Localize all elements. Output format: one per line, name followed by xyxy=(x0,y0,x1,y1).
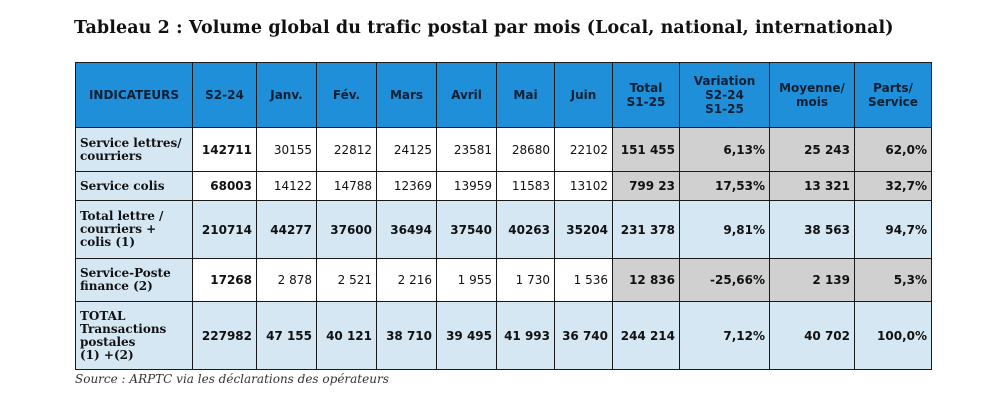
cell-janv: 2 878 xyxy=(256,258,317,302)
cell-total-s1-25: 12 836 xyxy=(612,258,680,302)
cell-variation: 9,81% xyxy=(679,200,770,259)
cell-avril: 39 495 xyxy=(436,301,497,370)
cell-parts: 32,7% xyxy=(854,171,932,201)
cell-total-s1-25: 799 23 xyxy=(612,171,680,201)
cell-s2-24: 68003 xyxy=(192,171,257,201)
cell-moyenne: 2 139 xyxy=(769,258,855,302)
cell-avril: 37540 xyxy=(436,200,497,259)
cell-variation: 17,53% xyxy=(679,171,770,201)
cell-juin: 13102 xyxy=(554,171,613,201)
cell-s2-24: 142711 xyxy=(192,127,257,172)
cell-mars: 36494 xyxy=(376,200,437,259)
row-total-lettre-colis: Total lettre / courriers + colis (1) 210… xyxy=(75,200,932,259)
cell-parts: 5,3% xyxy=(854,258,932,302)
table-title: Tableau 2 : Volume global du trafic post… xyxy=(74,18,894,38)
cell-fev: 2 521 xyxy=(316,258,377,302)
cell-total-s1-25: 244 214 xyxy=(612,301,680,370)
row-label: Service colis xyxy=(75,171,193,201)
cell-janv: 14122 xyxy=(256,171,317,201)
header-variation: Variation S2-24 S1-25 xyxy=(679,62,770,128)
cell-mai: 28680 xyxy=(496,127,555,172)
cell-mars: 12369 xyxy=(376,171,437,201)
cell-s2-24: 17268 xyxy=(192,258,257,302)
header-mai: Mai xyxy=(496,62,555,128)
header-parts-service: Parts/ Service xyxy=(854,62,932,128)
cell-mars: 2 216 xyxy=(376,258,437,302)
cell-variation: 7,12% xyxy=(679,301,770,370)
cell-janv: 44277 xyxy=(256,200,317,259)
cell-mai: 40263 xyxy=(496,200,555,259)
cell-fev: 22812 xyxy=(316,127,377,172)
source-note: Source : ARPTC via les déclarations des … xyxy=(75,372,389,386)
cell-moyenne: 25 243 xyxy=(769,127,855,172)
cell-parts: 100,0% xyxy=(854,301,932,370)
cell-mai: 41 993 xyxy=(496,301,555,370)
header-indicateurs: INDICATEURS xyxy=(75,62,193,128)
row-service-poste-finance: Service-Poste finance (2) 17268 2 878 2 … xyxy=(75,258,932,302)
header-s2-24: S2-24 xyxy=(192,62,257,128)
cell-s2-24: 227982 xyxy=(192,301,257,370)
header-total-s1-25: Total S1-25 xyxy=(612,62,680,128)
cell-janv: 47 155 xyxy=(256,301,317,370)
cell-juin: 22102 xyxy=(554,127,613,172)
cell-mars: 38 710 xyxy=(376,301,437,370)
cell-fev: 14788 xyxy=(316,171,377,201)
postal-traffic-table: INDICATEURS S2-24 Janv. Fév. Mars Avril … xyxy=(75,62,932,370)
cell-parts: 94,7% xyxy=(854,200,932,259)
cell-juin: 1 536 xyxy=(554,258,613,302)
cell-variation: -25,66% xyxy=(679,258,770,302)
header-juin: Juin xyxy=(554,62,613,128)
cell-moyenne: 13 321 xyxy=(769,171,855,201)
header-janv: Janv. xyxy=(256,62,317,128)
row-label: Service lettres/ courriers xyxy=(75,127,193,172)
row-service-colis: Service colis 68003 14122 14788 12369 13… xyxy=(75,171,932,201)
row-label: Service-Poste finance (2) xyxy=(75,258,193,302)
cell-moyenne: 38 563 xyxy=(769,200,855,259)
cell-janv: 30155 xyxy=(256,127,317,172)
row-label: TOTAL Transactions postales (1) +(2) xyxy=(75,301,193,370)
row-service-lettres: Service lettres/ courriers 142711 30155 … xyxy=(75,127,932,172)
header-fev: Fév. xyxy=(316,62,377,128)
cell-variation: 6,13% xyxy=(679,127,770,172)
cell-juin: 36 740 xyxy=(554,301,613,370)
cell-moyenne: 40 702 xyxy=(769,301,855,370)
cell-avril: 13959 xyxy=(436,171,497,201)
cell-fev: 40 121 xyxy=(316,301,377,370)
header-avril: Avril xyxy=(436,62,497,128)
header-mars: Mars xyxy=(376,62,437,128)
cell-avril: 1 955 xyxy=(436,258,497,302)
cell-total-s1-25: 151 455 xyxy=(612,127,680,172)
cell-fev: 37600 xyxy=(316,200,377,259)
cell-s2-24: 210714 xyxy=(192,200,257,259)
row-label: Total lettre / courriers + colis (1) xyxy=(75,200,193,259)
header-moyenne-mois: Moyenne/ mois xyxy=(769,62,855,128)
header-row: INDICATEURS S2-24 Janv. Fév. Mars Avril … xyxy=(75,62,932,128)
cell-parts: 62,0% xyxy=(854,127,932,172)
cell-total-s1-25: 231 378 xyxy=(612,200,680,259)
row-total-transactions: TOTAL Transactions postales (1) +(2) 227… xyxy=(75,301,932,370)
cell-avril: 23581 xyxy=(436,127,497,172)
cell-mai: 1 730 xyxy=(496,258,555,302)
cell-mai: 11583 xyxy=(496,171,555,201)
cell-mars: 24125 xyxy=(376,127,437,172)
cell-juin: 35204 xyxy=(554,200,613,259)
